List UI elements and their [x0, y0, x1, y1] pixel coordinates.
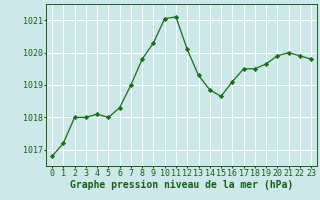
X-axis label: Graphe pression niveau de la mer (hPa): Graphe pression niveau de la mer (hPa) [70, 180, 293, 190]
